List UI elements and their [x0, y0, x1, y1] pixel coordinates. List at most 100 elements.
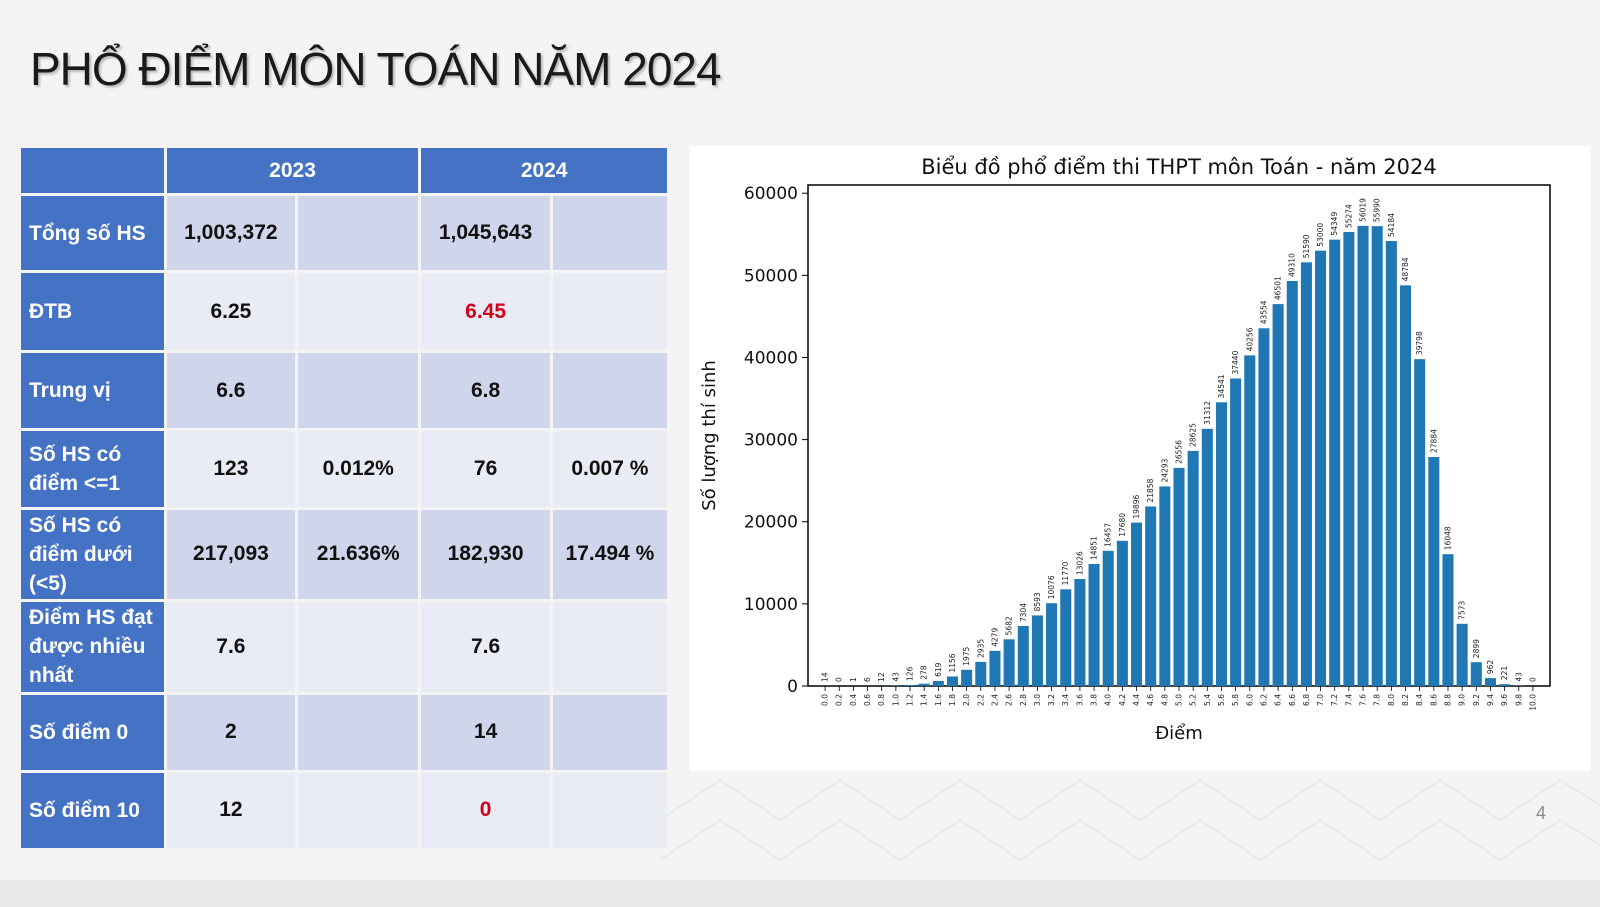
bar: [1230, 378, 1242, 686]
table-row: Tổng số HS 1,003,372 1,045,643: [21, 196, 667, 271]
percent-2023: 0.012%: [298, 431, 419, 507]
bar: [1300, 262, 1312, 686]
bar-value-label: 11770: [1061, 561, 1070, 585]
bar-value-label: 4279: [990, 628, 999, 647]
bar: [1343, 232, 1355, 686]
bar: [1470, 662, 1482, 686]
bar-value-label: 49310: [1288, 253, 1297, 277]
value-2023: 123: [166, 431, 296, 507]
x-tick-label: 0.6: [863, 694, 872, 706]
y-axis-label: Số lượng thí sinh: [699, 360, 720, 511]
value-2023: 2: [166, 694, 296, 770]
y-tick-label: 30000: [744, 431, 798, 451]
percent-2024: [552, 694, 667, 770]
table-header-row: 2023 2024: [21, 148, 667, 193]
x-tick-label: 5.6: [1217, 694, 1226, 706]
page-number: 4: [1536, 803, 1547, 823]
bar-value-label: 619: [934, 662, 943, 677]
bar-value-label: 55274: [1344, 204, 1353, 228]
row-label: Trung vị: [21, 353, 164, 429]
x-tick-label: 2.8: [1019, 694, 1028, 706]
value-2023: 12: [166, 772, 296, 848]
value-2023: 7.6: [166, 602, 296, 692]
bar: [1286, 281, 1298, 686]
bar-value-label: 0: [1528, 677, 1537, 682]
bar-value-label: 55990: [1373, 198, 1382, 222]
x-tick-label: 8.2: [1401, 694, 1410, 706]
background-decoration: [660, 779, 1600, 861]
chart-panel: Biểu đồ phổ điểm thi THPT môn Toán - năm…: [690, 146, 1590, 771]
bar-value-label: 27884: [1429, 429, 1438, 453]
bar-value-label: 12: [877, 672, 886, 682]
value-2023: 6.6: [166, 353, 296, 429]
x-tick-label: 3.2: [1047, 694, 1056, 706]
table-row: Trung vị 6.6 6.8: [21, 353, 667, 429]
percent-2023: [298, 196, 419, 271]
bar-value-label: 48784: [1401, 257, 1410, 281]
percent-2024: [552, 353, 667, 429]
percent-2024: [552, 602, 667, 692]
table-corner-cell: [21, 148, 164, 193]
x-tick-label: 5.2: [1189, 694, 1198, 706]
bar: [1385, 240, 1397, 686]
x-tick-label: 0.2: [835, 694, 844, 706]
bar: [1484, 678, 1496, 686]
column-header-2023: 2023: [166, 148, 419, 193]
value-2023: 217,093: [166, 509, 296, 600]
bar-value-label: 34541: [1217, 374, 1226, 398]
value-2024: 14: [421, 694, 550, 770]
table-row: ĐTB 6.25 6.45: [21, 273, 667, 351]
bar: [932, 680, 944, 686]
bar-value-label: 7573: [1458, 600, 1467, 619]
value-2024: 76: [421, 431, 550, 507]
x-tick-label: 3.0: [1033, 694, 1042, 706]
bar-value-label: 39798: [1415, 331, 1424, 355]
bar-value-label: 5682: [1005, 616, 1014, 635]
bar-value-label: 16048: [1443, 526, 1452, 550]
bar-value-label: 28625: [1189, 423, 1198, 447]
bar-value-label: 8593: [1033, 592, 1042, 611]
percent-2023: 21.636%: [298, 509, 419, 600]
bar: [1215, 402, 1227, 686]
x-tick-label: 9.2: [1472, 694, 1481, 706]
x-tick-label: 0.4: [849, 694, 858, 706]
percent-2024: [552, 273, 667, 351]
x-tick-label: 7.8: [1373, 694, 1382, 706]
bar-value-label: 54349: [1330, 212, 1339, 236]
bar-value-label: 2935: [976, 639, 985, 658]
bar-value-label: 56019: [1359, 198, 1368, 222]
bar-value-label: 126: [906, 666, 915, 681]
bar: [904, 684, 916, 686]
y-tick-label: 40000: [744, 348, 798, 368]
bar-value-label: 221: [1500, 666, 1509, 681]
x-tick-label: 7.0: [1316, 694, 1325, 706]
percent-2024: 17.494 %: [552, 509, 667, 600]
y-tick-label: 20000: [744, 513, 798, 533]
percent-2023: [298, 273, 419, 351]
table-row: Số HS có điểm dưới (<5) 217,093 21.636% 182…: [21, 509, 667, 600]
footer-band: [0, 880, 1600, 907]
x-tick-label: 1.8: [948, 694, 957, 706]
bar: [1442, 554, 1454, 686]
bar-value-label: 40256: [1245, 327, 1254, 351]
x-tick-label: 3.4: [1061, 694, 1070, 706]
x-tick-label: 7.4: [1344, 694, 1353, 706]
percent-2024: 0.007 %: [552, 431, 667, 507]
comparison-table: 2023 2024 Tổng số HS 1,003,372 1,045,643 ĐT…: [18, 145, 670, 851]
x-tick-label: 6.2: [1259, 694, 1268, 706]
x-tick-label: 6.8: [1302, 694, 1311, 706]
x-tick-label: 1.0: [891, 694, 900, 706]
row-label: Tổng số HS: [21, 196, 164, 271]
bar-value-label: 16457: [1104, 523, 1113, 547]
x-tick-label: 0.8: [877, 694, 886, 706]
x-tick-label: 6.4: [1274, 694, 1283, 706]
row-label: Điểm HS đạt được nhiều nhất: [21, 602, 164, 692]
row-label: Số điểm 10: [21, 772, 164, 848]
table-row: Số HS có điểm <=1 123 0.012% 76 0.007 %: [21, 431, 667, 507]
bar: [1187, 450, 1199, 686]
x-tick-label: 10.0: [1528, 694, 1537, 711]
bar-value-label: 19896: [1132, 495, 1141, 519]
x-tick-label: 2.4: [990, 694, 999, 706]
bar-value-label: 962: [1486, 660, 1495, 675]
x-tick-label: 6.0: [1245, 694, 1254, 706]
